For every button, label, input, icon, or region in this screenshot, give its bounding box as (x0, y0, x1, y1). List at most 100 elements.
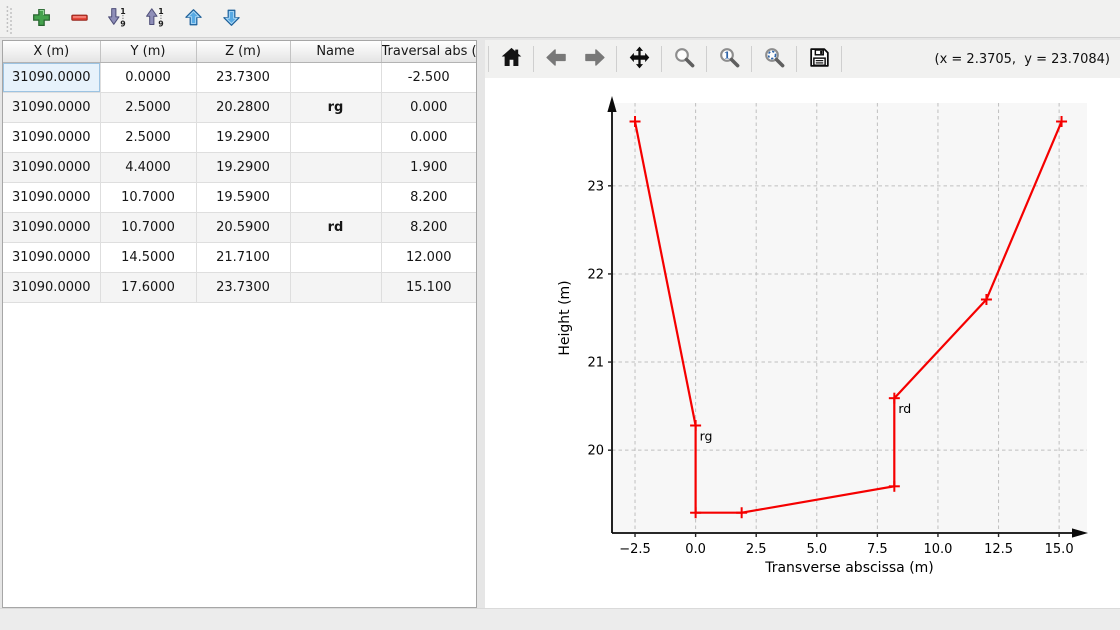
plot-toolbar-buttons: 1 (485, 40, 845, 78)
cell-z[interactable]: 19.2900 (196, 152, 291, 183)
back-icon (544, 45, 569, 73)
cell-y[interactable]: 2.5000 (100, 92, 197, 123)
x-tick-label: 2.5 (746, 542, 767, 557)
cell-abs[interactable]: 0.000 (381, 122, 476, 153)
cell-abs[interactable]: 12.000 (381, 242, 476, 273)
x-tick-label: 0.0 (685, 542, 706, 557)
cell-z[interactable]: 20.5900 (196, 212, 291, 243)
plot-panel: −2.5 0.0 2.5 5.0 7.5 10.0 12.5 15.0 20 21 22 23 Tran… (485, 78, 1120, 608)
column-header-z[interactable]: Z (m) (196, 41, 291, 63)
cell-x[interactable]: 31090.0000 (3, 92, 101, 123)
cell-z[interactable]: 23.7300 (196, 62, 291, 93)
cell-y[interactable]: 4.4000 (100, 152, 197, 183)
cross-section-chart[interactable]: −2.5 0.0 2.5 5.0 7.5 10.0 12.5 15.0 20 21 22 23 Tran… (485, 78, 1120, 608)
cell-y[interactable]: 10.7000 (100, 212, 197, 243)
forward-icon (582, 45, 607, 73)
cell-x[interactable]: 31090.0000 (3, 212, 101, 243)
back-button[interactable] (540, 44, 572, 74)
home-icon (499, 45, 524, 73)
table-row: 31090.0000 10.7000 19.5900 8.200 (3, 182, 476, 213)
move-down-button[interactable] (215, 4, 247, 34)
cell-name[interactable] (290, 62, 382, 93)
cell-x[interactable]: 31090.0000 (3, 62, 101, 93)
cell-y[interactable]: 2.5000 (100, 122, 197, 153)
move-down-icon (221, 7, 242, 31)
toolbar-separator (751, 46, 752, 72)
column-header-abs[interactable]: Traversal abs (m) (381, 41, 476, 63)
cell-z[interactable]: 20.2800 (196, 92, 291, 123)
table-row: 31090.0000 2.5000 19.2900 0.000 (3, 122, 476, 153)
cell-abs[interactable]: 8.200 (381, 212, 476, 243)
cell-x[interactable]: 31090.0000 (3, 272, 101, 303)
toolbar-separator (533, 46, 534, 72)
svg-text:9: 9 (120, 20, 125, 28)
plot-area[interactable] (612, 103, 1087, 533)
cell-name[interactable]: rd (290, 212, 382, 243)
cell-z[interactable]: 23.7300 (196, 272, 291, 303)
pan-button[interactable] (623, 44, 655, 74)
home-button[interactable] (495, 44, 527, 74)
table-row: 31090.0000 17.6000 23.7300 15.100 (3, 272, 476, 303)
toolbar-separator (661, 46, 662, 72)
cell-x[interactable]: 31090.0000 (3, 152, 101, 183)
cell-x[interactable]: 31090.0000 (3, 122, 101, 153)
cell-y[interactable]: 10.7000 (100, 182, 197, 213)
zoom-icon (672, 45, 697, 73)
table-row: 31090.0000 2.5000 20.2800 rg 0.000 (3, 92, 476, 123)
panel-splitter[interactable] (477, 40, 485, 608)
zoom-one-icon: 1 (717, 45, 742, 73)
cell-abs[interactable]: 8.200 (381, 182, 476, 213)
add-row-icon (31, 7, 52, 31)
x-tick-label: 7.5 (867, 542, 888, 557)
cell-name[interactable] (290, 242, 382, 273)
cell-name[interactable] (290, 272, 382, 303)
y-tick-label: 23 (587, 179, 604, 194)
cursor-coordinates: (x = 2.3705, y = 23.7084) (934, 51, 1111, 67)
forward-button[interactable] (578, 44, 610, 74)
x-tick-label: 10.0 (923, 542, 952, 557)
column-header-name[interactable]: Name (290, 41, 382, 63)
zoom-one-button[interactable]: 1 (713, 44, 745, 74)
zoom-selection-icon (762, 45, 787, 73)
cell-y[interactable]: 14.5000 (100, 242, 197, 273)
x-tick-label: −2.5 (619, 542, 651, 557)
cell-y[interactable]: 17.6000 (100, 272, 197, 303)
column-header-y[interactable]: Y (m) (100, 41, 197, 63)
x-tick-label: 5.0 (806, 542, 827, 557)
cell-name[interactable] (290, 122, 382, 153)
cell-name[interactable]: rg (290, 92, 382, 123)
cell-x[interactable]: 31090.0000 (3, 242, 101, 273)
add-row-button[interactable] (25, 4, 57, 34)
point-label: rg (700, 429, 713, 444)
cell-abs[interactable]: 1.900 (381, 152, 476, 183)
cell-y[interactable]: 0.0000 (100, 62, 197, 93)
y-tick-label: 22 (587, 267, 604, 282)
remove-row-button[interactable] (63, 4, 95, 34)
cell-name[interactable] (290, 152, 382, 183)
toolbar-separator (706, 46, 707, 72)
toolbar-grip-handle[interactable] (4, 3, 14, 35)
zoom-button[interactable] (668, 44, 700, 74)
move-up-button[interactable] (177, 4, 209, 34)
save-button[interactable] (803, 44, 835, 74)
cell-abs[interactable]: 0.000 (381, 92, 476, 123)
cell-x[interactable]: 31090.0000 (3, 182, 101, 213)
column-header-x[interactable]: X (m) (3, 41, 101, 63)
svg-text:1: 1 (120, 7, 125, 16)
cell-abs[interactable]: -2.500 (381, 62, 476, 93)
svg-text:1: 1 (723, 50, 730, 61)
cell-abs[interactable]: 15.100 (381, 272, 476, 303)
cell-z[interactable]: 19.2900 (196, 122, 291, 153)
svg-text:1: 1 (158, 7, 163, 16)
cell-z[interactable]: 19.5900 (196, 182, 291, 213)
svg-text:9: 9 (158, 20, 163, 28)
cell-name[interactable] (290, 182, 382, 213)
cell-z[interactable]: 21.7100 (196, 242, 291, 273)
zoom-selection-button[interactable] (758, 44, 790, 74)
